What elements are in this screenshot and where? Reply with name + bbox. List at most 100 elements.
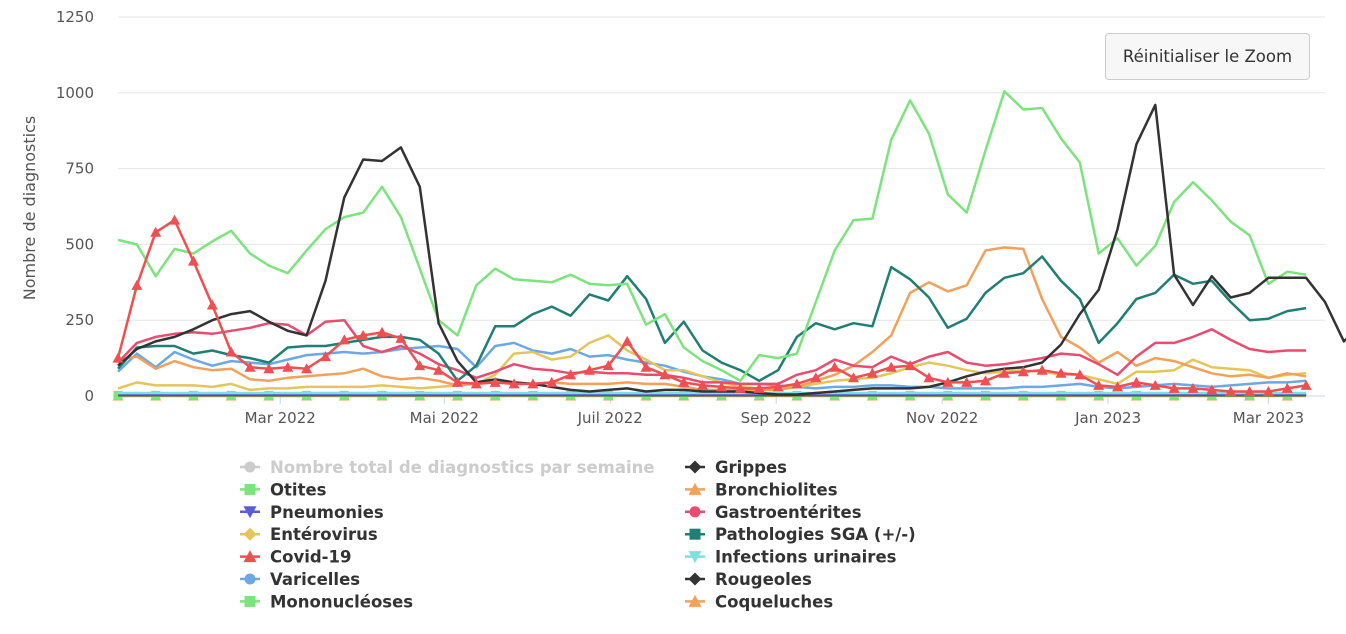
legend-item-pneumonies[interactable]: Pneumonies bbox=[240, 503, 384, 522]
data-point bbox=[263, 363, 275, 374]
legend-label: Varicelles bbox=[270, 570, 360, 589]
data-point bbox=[206, 299, 218, 310]
data-point bbox=[1017, 366, 1029, 377]
data-point bbox=[772, 381, 784, 392]
data-point bbox=[131, 279, 143, 290]
legend-item-infections-urinaires[interactable]: Infections urinaires bbox=[685, 548, 897, 567]
data-point bbox=[1036, 364, 1048, 375]
legend-marker bbox=[243, 527, 257, 541]
data-point bbox=[395, 332, 407, 343]
data-point bbox=[848, 372, 860, 383]
data-point bbox=[1168, 382, 1180, 393]
x-tick-label: Jan 2023 bbox=[1074, 409, 1141, 427]
data-point bbox=[319, 351, 331, 362]
legend-item-enterovirus[interactable]: Entérovirus bbox=[240, 525, 378, 544]
data-point bbox=[470, 378, 482, 389]
legend-item-rougeoles[interactable]: Rougeoles bbox=[685, 570, 812, 589]
data-point bbox=[527, 378, 539, 389]
legend-item-varicelles[interactable]: Varicelles bbox=[240, 570, 360, 589]
y-tick-label: 1000 bbox=[56, 84, 94, 102]
legend-label: Pathologies SGA (+/-) bbox=[715, 525, 916, 544]
legend[interactable]: Nombre total de diagnostics par semaine O… bbox=[240, 458, 916, 611]
series-pathologies-sga bbox=[117, 255, 1307, 383]
data-point bbox=[583, 364, 595, 375]
legend-marker bbox=[689, 506, 701, 518]
legend-item-pathologies-sga[interactable]: Pathologies SGA (+/-) bbox=[685, 525, 916, 544]
x-tick-label: Nov 2022 bbox=[906, 409, 978, 427]
data-point bbox=[1281, 382, 1293, 393]
data-point bbox=[225, 346, 237, 357]
data-point bbox=[602, 360, 614, 371]
data-point bbox=[640, 361, 652, 372]
legend-item-gastroenterites[interactable]: Gastroentérites bbox=[685, 503, 862, 522]
series-otites bbox=[117, 90, 1307, 383]
data-point bbox=[1112, 381, 1124, 392]
data-point bbox=[414, 360, 426, 371]
series-line-covid-19 bbox=[116, 218, 1307, 393]
y-tick-label: 0 bbox=[84, 387, 94, 405]
legend-item-coqueluches[interactable]: Coqueluches bbox=[685, 592, 833, 611]
legend-marker bbox=[243, 550, 257, 563]
data-point bbox=[357, 329, 369, 340]
legend-label: Bronchiolites bbox=[715, 480, 838, 499]
series-covid-19 bbox=[112, 214, 1312, 396]
legend-label: Nombre total de diagnostics par semaine bbox=[270, 458, 655, 477]
legend-marker bbox=[244, 595, 256, 607]
x-tick-label: Juil 2022 bbox=[577, 409, 643, 427]
legend-marker bbox=[689, 528, 701, 540]
legend-marker bbox=[244, 573, 256, 585]
legend-label: Coqueluches bbox=[715, 592, 833, 611]
legend-label: Grippes bbox=[715, 458, 787, 477]
data-point bbox=[1130, 376, 1142, 387]
data-point bbox=[942, 376, 954, 387]
data-point bbox=[980, 375, 992, 386]
data-point bbox=[753, 382, 765, 393]
data-point bbox=[885, 361, 897, 372]
data-point bbox=[659, 369, 671, 380]
data-point bbox=[565, 369, 577, 380]
series-varicelles bbox=[117, 341, 1307, 390]
data-point bbox=[433, 364, 445, 375]
legend-label: Mononucléoses bbox=[270, 592, 413, 611]
legend-marker bbox=[244, 483, 256, 495]
data-point bbox=[716, 381, 727, 392]
reset-zoom-button[interactable]: Réinitialiser le Zoom bbox=[1105, 33, 1310, 80]
data-point bbox=[1187, 382, 1199, 393]
data-point bbox=[150, 226, 162, 237]
legend-item-nombre-total-de-diagnostics-par-semaine[interactable]: Nombre total de diagnostics par semaine bbox=[240, 458, 655, 477]
y-tick-label: 500 bbox=[65, 235, 94, 253]
legend-marker bbox=[244, 461, 256, 473]
legend-item-bronchiolites[interactable]: Bronchiolites bbox=[685, 480, 838, 499]
legend-marker bbox=[688, 460, 702, 474]
data-point bbox=[546, 376, 558, 387]
data-point bbox=[829, 361, 841, 372]
y-axis: 0 250 500 750 1000 1250 bbox=[56, 8, 94, 405]
data-point bbox=[810, 372, 822, 383]
data-point bbox=[1300, 379, 1312, 390]
legend-item-grippes[interactable]: Grippes bbox=[685, 458, 787, 477]
data-point bbox=[961, 376, 973, 387]
data-point bbox=[1093, 379, 1105, 390]
legend-item-otites[interactable]: Otites bbox=[240, 480, 327, 499]
y-tick-label: 1250 bbox=[56, 8, 94, 26]
series-line-gastroenterites bbox=[117, 318, 1307, 386]
legend-item-covid-19[interactable]: Covid-19 bbox=[240, 548, 351, 567]
data-point bbox=[923, 372, 935, 383]
x-tick-label: Sep 2022 bbox=[741, 409, 812, 427]
series-line-varicelles bbox=[117, 341, 1307, 390]
data-point bbox=[791, 378, 803, 389]
data-point bbox=[112, 352, 124, 363]
data-point bbox=[282, 361, 294, 372]
y-tick-label: 250 bbox=[65, 311, 94, 329]
legend-label: Covid-19 bbox=[270, 548, 351, 567]
data-point bbox=[169, 214, 181, 225]
x-axis: Mar 2022 Mai 2022 Juil 2022 Sep 2022 Nov 202… bbox=[245, 396, 1304, 427]
series-gastroenterites bbox=[117, 318, 1307, 386]
data-point bbox=[376, 326, 388, 337]
series-line-bronchiolites bbox=[117, 246, 1307, 392]
legend-label: Otites bbox=[270, 480, 327, 499]
data-point bbox=[489, 376, 501, 387]
legend-item-mononucleoses[interactable]: Mononucléoses bbox=[240, 592, 413, 611]
data-point bbox=[301, 363, 313, 374]
